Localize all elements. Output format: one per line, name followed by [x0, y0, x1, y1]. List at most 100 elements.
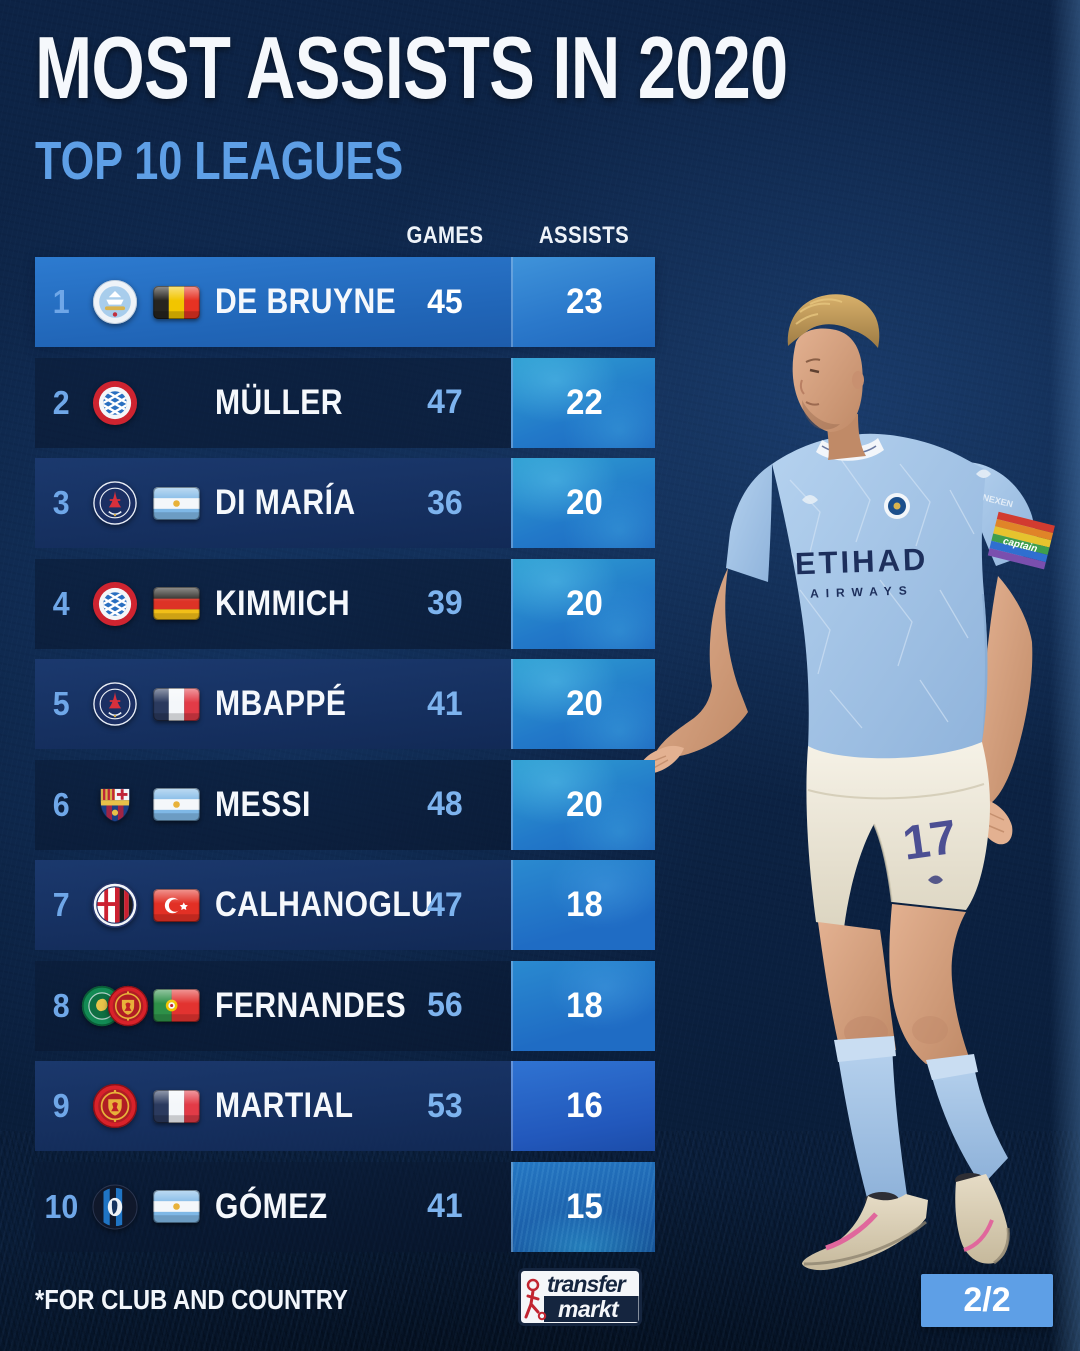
page-indicator-badge: 2/2 — [921, 1274, 1053, 1327]
rank: 7 — [52, 886, 70, 923]
logo-player-figure — [524, 1278, 547, 1321]
page-indicator-text: 2/2 — [963, 1281, 1011, 1319]
player-name: MBAPPÉ — [215, 684, 347, 723]
column-header-games: GAMES — [406, 222, 484, 249]
player-name: FERNANDES — [215, 985, 407, 1025]
flag-argentina — [147, 760, 205, 850]
club-badge-manchester-united — [87, 1061, 143, 1151]
boot-right — [955, 1174, 1009, 1264]
club-badges-sporting-and-manchester-united — [73, 961, 157, 1051]
shorts — [806, 742, 990, 928]
captain-armband: captain — [987, 511, 1055, 570]
rank: 9 — [52, 1087, 70, 1124]
boot-left — [802, 1194, 928, 1271]
player-name: MARTIAL — [215, 1086, 354, 1125]
flag-argentina — [147, 458, 205, 548]
games-value: 41 — [427, 1187, 463, 1225]
shorts-number: 17 — [900, 811, 960, 871]
swoosh-right-boot — [963, 1219, 994, 1252]
assists-table: GAMES ASSISTS 1 DE BRUYNE 45 23 2 MÜLLER… — [35, 222, 655, 1252]
rank: 8 — [52, 986, 70, 1024]
assists-value: 18 — [511, 960, 655, 1051]
flag-argentina — [147, 1162, 205, 1252]
games-value: 48 — [427, 785, 463, 823]
player-name: CALHANOGLU — [215, 885, 434, 924]
player-name: MÜLLER — [215, 382, 343, 422]
footnote: *FOR CLUB AND COUNTRY — [35, 1284, 348, 1315]
swoosh-left-boot — [825, 1212, 878, 1251]
table-row-fernandes: 8 FERNANDES 56 18 — [35, 960, 655, 1051]
transfermarkt-logo: transfer markt — [518, 1268, 642, 1326]
games-value: 36 — [427, 483, 463, 522]
column-headers: GAMES ASSISTS — [35, 222, 655, 257]
sock-left — [836, 1042, 908, 1210]
table-row-calhanoglu: 7 CALHANOGLU 47 18 — [35, 860, 655, 950]
rank: 10 — [44, 1187, 78, 1225]
games-value: 53 — [427, 1086, 463, 1125]
sock-right — [928, 1056, 1008, 1186]
puma-logo-left-chest — [802, 495, 818, 504]
rank: 5 — [52, 685, 70, 722]
puma-logo-right-shoulder — [976, 469, 991, 478]
games-value: 47 — [427, 885, 463, 924]
table-row-gomez: 10 GÓMEZ 41 15 — [35, 1161, 655, 1252]
table-row-messi: 6 MESSI 48 20 — [35, 759, 655, 850]
assists-value: 22 — [511, 357, 655, 448]
club-badge-ac-milan — [87, 860, 143, 950]
player-name: DI MARÍA — [215, 483, 356, 522]
flag-germany — [147, 559, 205, 649]
assists-value: 23 — [511, 257, 655, 347]
club-badge-manchester-united — [107, 985, 149, 1027]
column-header-assists: ASSISTS — [538, 222, 630, 249]
assists-value: 20 — [511, 558, 655, 649]
games-value: 41 — [427, 684, 463, 723]
jersey-sponsor-line1: ETIHAD — [794, 542, 929, 582]
assists-value: 16 — [511, 1061, 655, 1151]
flag-france — [147, 659, 205, 749]
hair — [787, 294, 880, 348]
club-badge-bayern-munich — [87, 358, 143, 448]
player-name: MESSI — [215, 784, 311, 824]
page-title: MOST ASSISTS IN 2020 — [35, 18, 788, 117]
footer: *FOR CLUB AND COUNTRY transfer markt 2/2 — [0, 1251, 1080, 1351]
club-badge-psg — [87, 458, 143, 548]
jersey-sponsor-line2: AIRWAYS — [810, 583, 914, 601]
club-badge-barcelona — [87, 760, 143, 850]
flag-portugal — [147, 961, 205, 1051]
assists-value: 18 — [511, 860, 655, 950]
player-name: DE BRUYNE — [215, 282, 397, 321]
rank: 6 — [52, 785, 70, 823]
games-value: 45 — [427, 282, 463, 321]
club-badge-psg — [87, 659, 143, 749]
table-row-kimmich: 4 KIMMICH 39 20 — [35, 558, 655, 649]
table-rows: 1 DE BRUYNE 45 23 2 MÜLLER 47 22 3 DI MA… — [35, 257, 655, 1252]
rank: 4 — [52, 584, 70, 622]
rank: 2 — [52, 383, 70, 421]
logo-text-transfer: transfer — [547, 1271, 627, 1297]
player-name: KIMMICH — [215, 583, 351, 623]
games-value: 56 — [427, 986, 463, 1024]
assists-value: 15 — [511, 1161, 655, 1252]
flag-turkey — [147, 860, 205, 950]
rank: 1 — [52, 283, 70, 320]
club-badge-manchester-city — [87, 257, 143, 347]
assists-value: 20 — [511, 759, 655, 850]
flag-belgium — [147, 257, 205, 347]
table-row-de-bruyne: 1 DE BRUYNE 45 23 — [35, 257, 655, 347]
logo-text-markt: markt — [558, 1296, 620, 1322]
table-row-mbappe: 5 MBAPPÉ 41 20 — [35, 659, 655, 749]
assists-value: 20 — [511, 458, 655, 548]
assists-value: 20 — [511, 659, 655, 749]
club-badge-atalanta — [87, 1162, 143, 1252]
table-row-muller: 2 MÜLLER 47 22 — [35, 357, 655, 448]
rank: 3 — [52, 484, 70, 521]
club-badge-bayern-munich — [87, 559, 143, 649]
page-subtitle: TOP 10 LEAGUES — [35, 130, 404, 191]
puma-logo-shorts — [928, 875, 943, 884]
player-photo-kevin-de-bruyne: captain NEXEN ETIHAD AIRWAYS 17 — [638, 294, 1055, 1271]
flag-france — [147, 1061, 205, 1151]
table-row-martial: 9 MARTIAL 53 16 — [35, 1061, 655, 1151]
table-row-di-maria: 3 DI MARÍA 36 20 — [35, 458, 655, 548]
games-value: 47 — [427, 383, 463, 421]
